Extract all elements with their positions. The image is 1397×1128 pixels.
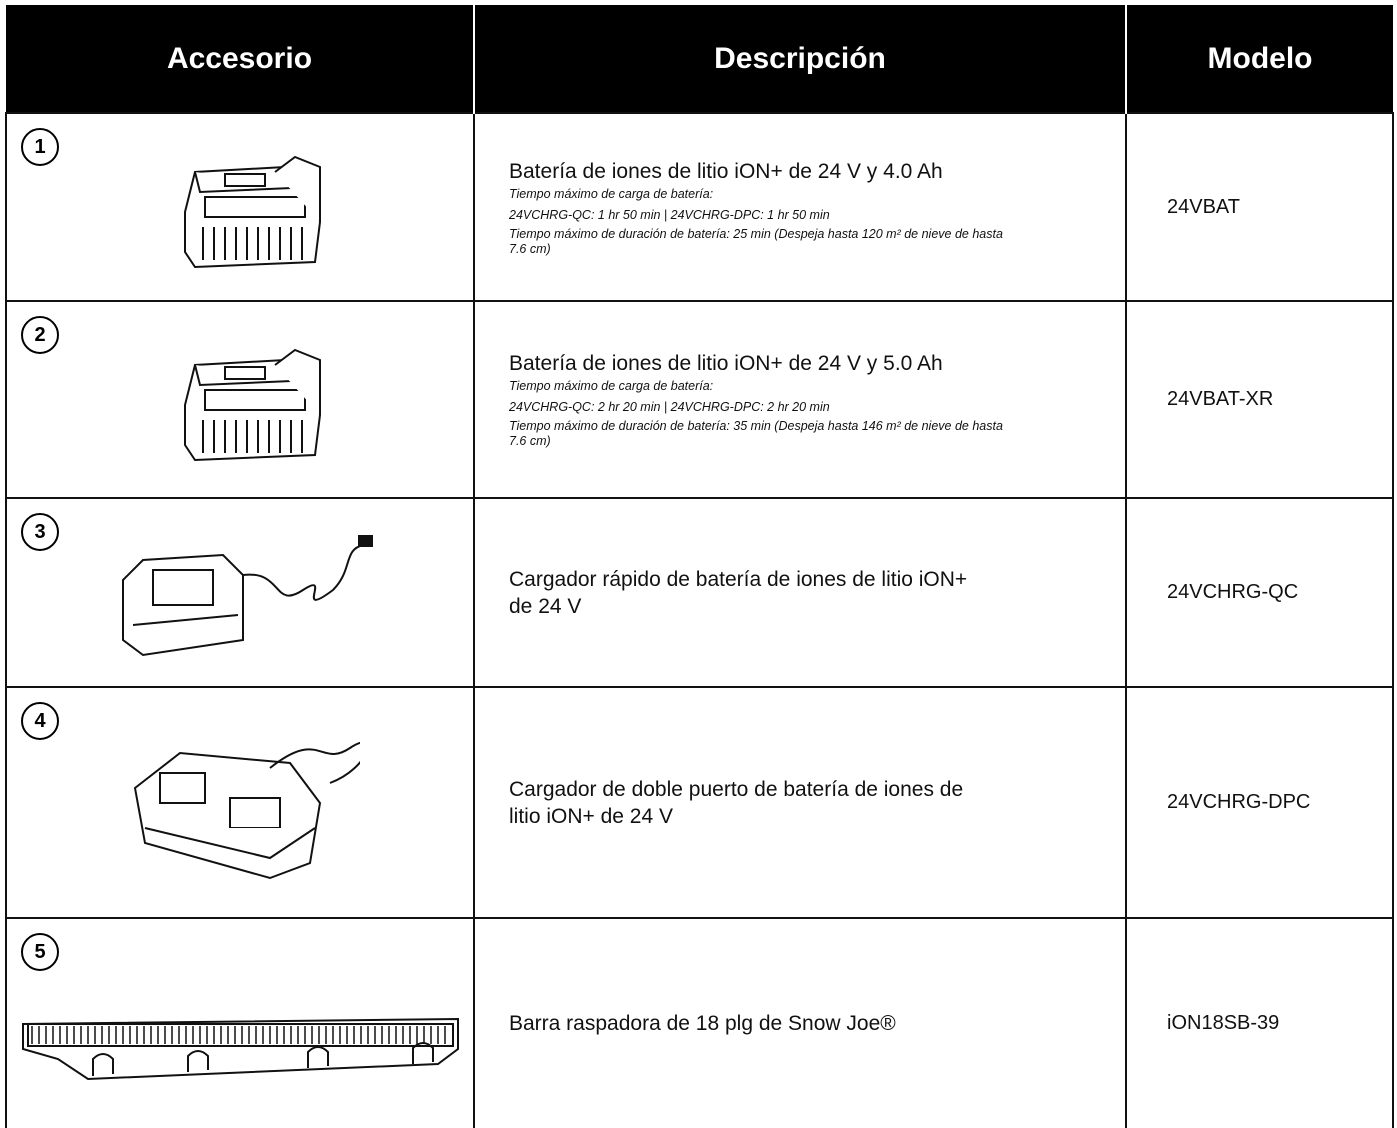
accessory-illustration: [184, 348, 322, 461]
description-note: Tiempo máximo de duración de batería: 35…: [509, 419, 1003, 448]
accessory-cell: 3: [5, 497, 475, 688]
description-title: Cargador rápido de batería de iones de l…: [509, 567, 968, 618]
accessory-cell: 5: [5, 917, 475, 1128]
description-note: 24VCHRG-QC: 2 hr 20 min | 24VCHRG-DPC: 2…: [509, 400, 830, 414]
item-number: 5: [21, 933, 59, 971]
description-title: Batería de iones de litio iON+ de 24 V y…: [509, 159, 943, 183]
table-row: 1 Batería de iones de litio iON+ de 24 V …: [5, 112, 1394, 302]
accessory-cell: 1: [5, 112, 475, 302]
accessory-cell: 2: [5, 300, 475, 499]
accessory-illustration: [21, 1017, 459, 1080]
model-number: 24VBAT: [1167, 195, 1240, 218]
description-cell: Batería de iones de litio iON+ de 24 V y…: [473, 300, 1127, 499]
item-number: 4: [21, 702, 59, 740]
model-cell: 24VCHRG-DPC: [1125, 686, 1394, 919]
table-body: 1 Batería de iones de litio iON+ de 24 V …: [5, 112, 1394, 1128]
table-row: 5 Barra raspadora de 18 plg de Snow Joe® i…: [5, 917, 1394, 1128]
accessory-table: Accesorio Descripción Modelo 1 Batería de…: [5, 5, 1394, 1128]
table-row: 3 Cargador rápido de batería de iones de …: [5, 497, 1394, 688]
table-row: 4 Cargador de doble puerto de batería de …: [5, 686, 1394, 919]
description-note: Tiempo máximo de carga de batería:: [509, 379, 714, 393]
description-cell: Cargador rápido de batería de iones de l…: [473, 497, 1127, 688]
description-title: Cargador de doble puerto de batería de i…: [509, 777, 964, 828]
description-cell: Barra raspadora de 18 plg de Snow Joe®: [473, 917, 1127, 1128]
model-number: iON18SB-39: [1167, 1012, 1280, 1034]
description-cell: Cargador de doble puerto de batería de i…: [473, 686, 1127, 919]
header-cell: Accesorio: [6, 5, 474, 113]
item-number: 1: [21, 128, 59, 166]
model-number: 24VCHRG-DPC: [1167, 791, 1311, 813]
header-cell: Descripción: [473, 5, 1126, 113]
model-cell: 24VCHRG-QC: [1125, 497, 1394, 688]
model-number: 24VBAT-XR: [1167, 388, 1274, 410]
description-title: Barra raspadora de 18 plg de Snow Joe®: [509, 1012, 896, 1035]
description-note: Tiempo máximo de carga de batería:: [509, 186, 714, 201]
description-title: Batería de iones de litio iON+ de 24 V y…: [509, 352, 943, 375]
header-row: Accesorio Descripción Modelo: [6, 5, 1393, 113]
item-number: 3: [21, 513, 59, 551]
model-cell: iON18SB-39: [1125, 917, 1394, 1128]
accessory-illustration: [121, 535, 373, 657]
accessory-table-container: Accesorio Descripción Modelo 1 Batería de…: [5, 5, 1394, 1128]
model-cell: 24VBAT: [1125, 112, 1394, 302]
table-row: 2 Batería de iones de litio iON+ de 24 V …: [5, 300, 1394, 499]
header-cell: Modelo: [1125, 5, 1393, 113]
description-note: 24VCHRG-QC: 1 hr 50 min | 24VCHRG-DPC: 1…: [509, 207, 830, 222]
item-number: 2: [21, 316, 59, 354]
accessory-illustration: [133, 741, 360, 879]
model-number: 24VCHRG-QC: [1167, 581, 1299, 603]
model-cell: 24VBAT-XR: [1125, 300, 1394, 499]
description-note: Tiempo máximo de duración de batería: 25…: [509, 226, 1003, 256]
description-cell: Batería de iones de litio iON+ de 24 V y…: [473, 112, 1127, 302]
accessory-illustration: [184, 155, 322, 269]
accessory-cell: 4: [5, 686, 475, 919]
